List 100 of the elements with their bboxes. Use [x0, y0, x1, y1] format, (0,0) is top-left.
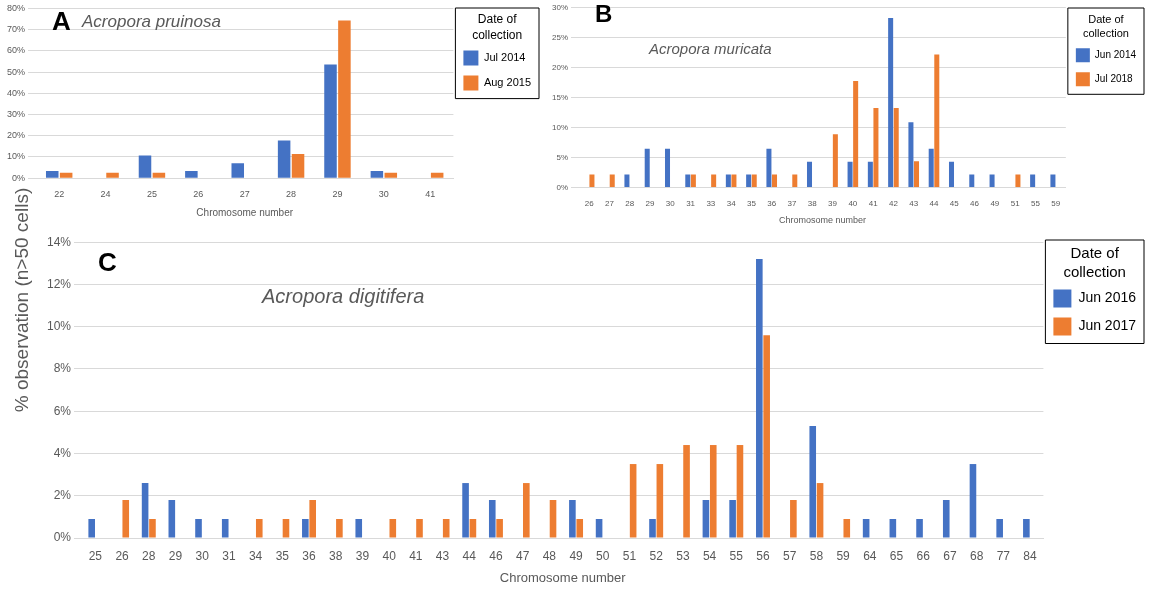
bar [766, 148, 772, 188]
x-tick-label: 64 [863, 548, 877, 563]
text: Acropora digitifera [261, 284, 425, 307]
x-tick-label: 27 [604, 198, 615, 208]
bar [195, 518, 202, 538]
chart-title: B [595, 0, 613, 28]
y-tick-label: 8% [53, 361, 72, 376]
x-tick-label: 49 [990, 198, 1000, 208]
y-tick-label: 6% [53, 403, 72, 418]
x-tick-label: 41 [425, 189, 436, 200]
y-tick-label: 10% [7, 151, 26, 162]
bar [806, 161, 813, 188]
legend-title: Date of collection [1063, 243, 1126, 281]
x-tick-label: 28 [286, 189, 297, 200]
x-tick-label: 58 [809, 548, 824, 563]
bar [649, 518, 656, 538]
x-tick-label: 53 [676, 548, 690, 563]
bar [609, 174, 615, 188]
x-tick-label: 55 [1030, 198, 1041, 208]
x-tick-label: 30 [665, 198, 676, 208]
bar [442, 518, 450, 538]
x-tick-label: 54 [702, 548, 717, 563]
y-tick-label: 40% [7, 87, 26, 98]
x-tick-label: 34 [726, 198, 737, 208]
bar [416, 518, 423, 538]
bar [389, 518, 397, 538]
x-tick-label: 46 [970, 198, 980, 208]
x-tick-label: 48 [542, 548, 557, 563]
x-tick-label: 33 [706, 198, 716, 208]
bar [913, 161, 920, 188]
bar [790, 499, 797, 538]
x-tick-label: 31 [686, 198, 696, 208]
bar [685, 174, 691, 188]
bar [576, 518, 584, 538]
x-tick-label: 66 [916, 548, 931, 563]
x-tick-label: 38 [329, 548, 343, 563]
bar [644, 148, 650, 188]
chart-title: C [98, 247, 118, 278]
bar [756, 259, 763, 538]
x-tick-label: 67 [943, 548, 957, 563]
bar [496, 518, 503, 538]
bar [595, 518, 603, 538]
bar [916, 518, 923, 538]
bar [709, 445, 717, 538]
bar [469, 518, 477, 538]
y-tick-label: 30% [7, 109, 26, 120]
bar [969, 174, 975, 188]
bar [152, 172, 166, 178]
x-tick-label: 28 [625, 198, 635, 208]
bar [589, 174, 595, 188]
bar [221, 518, 229, 538]
y-tick-label: 10% [46, 319, 72, 334]
x-tick-label: 29 [168, 548, 183, 563]
bar [832, 134, 838, 188]
bar [1050, 174, 1056, 188]
legend-title: Date of collection [1083, 12, 1129, 39]
bar [656, 464, 664, 538]
x-tick-label: 43 [909, 198, 919, 208]
bar [989, 174, 995, 188]
bar [948, 161, 955, 188]
bar [853, 80, 859, 188]
x-tick-label: 29 [332, 189, 343, 200]
bar [88, 518, 95, 538]
bar [843, 518, 851, 538]
y-tick-label: 4% [53, 445, 72, 460]
legend-label: Jun 2017 [1078, 317, 1137, 334]
x-tick-label: 50 [596, 548, 610, 563]
bar [1030, 174, 1036, 188]
y-tick-label: 2% [53, 488, 72, 503]
bar [122, 499, 130, 538]
bar [928, 148, 934, 188]
chart-subtitle: Acropora pruinosa [81, 12, 221, 32]
x-tick-label: 25 [146, 189, 157, 200]
x-tick-label: 43 [435, 548, 450, 563]
bar [702, 499, 710, 538]
x-tick-label: 56 [756, 548, 770, 563]
legend-label: Jun 2016 [1078, 289, 1137, 306]
x-tick-label: 41 [409, 548, 423, 563]
legend-label: Jul 2014 [483, 51, 526, 64]
x-tick-label: 59 [1051, 198, 1061, 208]
x-tick-label: 35 [275, 548, 290, 563]
bar [683, 445, 690, 538]
x-tick-label: 77 [996, 548, 1011, 563]
bar [934, 54, 940, 188]
x-axis-title: Chromosome number [499, 569, 627, 585]
bar [629, 464, 637, 538]
bar [772, 174, 778, 188]
bar [168, 499, 176, 538]
y-tick-label: 14% [46, 234, 72, 249]
x-tick-label: 41 [868, 198, 879, 208]
bar [751, 174, 757, 188]
x-tick-label: 51 [1010, 198, 1021, 208]
bar [996, 518, 1003, 538]
x-tick-label: 30 [378, 189, 389, 200]
chart-title: A [52, 5, 72, 36]
bar [711, 174, 717, 188]
y-tick-label: 20% [7, 130, 26, 141]
x-tick-label: 45 [949, 198, 960, 208]
bar [665, 148, 671, 188]
bar [569, 499, 576, 538]
